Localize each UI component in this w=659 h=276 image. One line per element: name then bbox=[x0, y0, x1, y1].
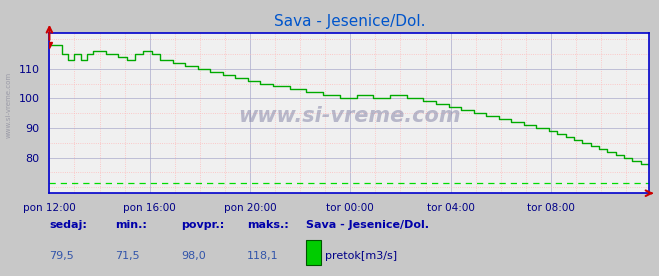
Text: sedaj:: sedaj: bbox=[49, 220, 87, 230]
Text: www.si-vreme.com: www.si-vreme.com bbox=[5, 72, 11, 138]
Text: 118,1: 118,1 bbox=[247, 251, 279, 261]
Text: pretok[m3/s]: pretok[m3/s] bbox=[325, 251, 397, 261]
Text: 98,0: 98,0 bbox=[181, 251, 206, 261]
Text: Sava - Jesenice/Dol.: Sava - Jesenice/Dol. bbox=[306, 220, 430, 230]
Text: www.si-vreme.com: www.si-vreme.com bbox=[238, 106, 461, 126]
Text: min.:: min.: bbox=[115, 220, 147, 230]
Title: Sava - Jesenice/Dol.: Sava - Jesenice/Dol. bbox=[273, 14, 425, 29]
Text: maks.:: maks.: bbox=[247, 220, 289, 230]
Text: povpr.:: povpr.: bbox=[181, 220, 225, 230]
Text: 71,5: 71,5 bbox=[115, 251, 140, 261]
Text: 79,5: 79,5 bbox=[49, 251, 74, 261]
